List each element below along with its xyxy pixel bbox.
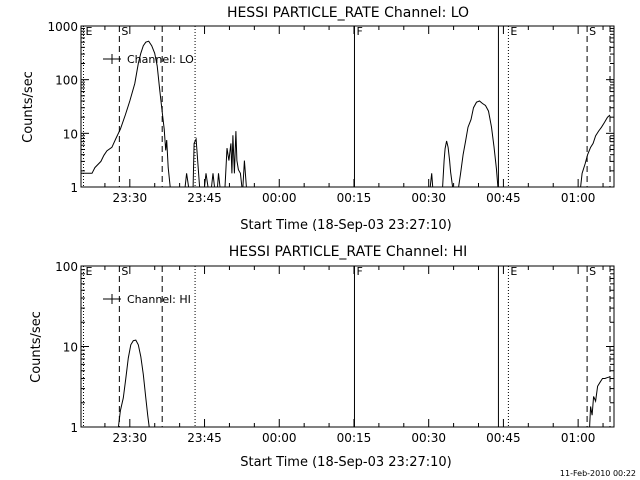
event-marker-label: S: [589, 265, 596, 278]
x-tick-label: 23:30: [113, 431, 148, 445]
hi-channel-panel: HESSI PARTICLE_RATE Channel: HI Start Ti…: [29, 244, 615, 470]
series-line: [458, 100, 499, 188]
y-tick-label: 100: [55, 260, 78, 274]
y-axis-label: Counts/sec: [21, 71, 36, 143]
y-tick-label: 100: [55, 74, 78, 88]
event-marker-label: S: [589, 25, 596, 38]
y-axis-label: Counts/sec: [29, 311, 44, 383]
x-tick-label: 23:45: [187, 431, 222, 445]
event-marker-label: S: [121, 25, 128, 38]
event-marker-label: E: [510, 265, 517, 278]
plot-frame: [80, 25, 615, 188]
y-tick-label: 1000: [47, 20, 78, 34]
series-line: [580, 114, 611, 188]
series-line: [242, 160, 247, 188]
legend: Channel: LO: [103, 53, 194, 66]
x-tick-label: 00:45: [486, 191, 521, 205]
y-tick-label: 1: [70, 421, 78, 435]
series-line: [184, 173, 190, 188]
x-tick-label: 01:00: [561, 431, 596, 445]
chart-title: HESSI PARTICLE_RATE Channel: LO: [227, 5, 469, 21]
series-line: [429, 173, 434, 188]
series-line: [442, 140, 454, 188]
event-marker-label: F: [356, 25, 362, 38]
x-tick-label: 23:30: [113, 191, 148, 205]
x-tick-label: 00:15: [337, 191, 372, 205]
lo-channel-panel: HESSI PARTICLE_RATE Channel: LO Start Ti…: [21, 5, 615, 233]
series-line: [192, 137, 201, 188]
x-tick-label: 00:30: [411, 431, 446, 445]
event-marker-label: S: [121, 265, 128, 278]
plot-frame: [80, 265, 615, 428]
series-line: [224, 131, 243, 188]
x-tick-label: 01:00: [561, 191, 596, 205]
event-marker-label: F: [356, 265, 362, 278]
event-marker-label: E: [85, 25, 92, 38]
series-line: [589, 376, 611, 428]
series-line: [117, 339, 150, 428]
legend-entry-label: Channel: HI: [127, 293, 191, 306]
series-line: [217, 173, 221, 188]
y-tick-label: 10: [63, 127, 78, 141]
x-axis-label: Start Time (18-Sep-03 23:27:10): [240, 455, 451, 470]
y-tick-label: 10: [63, 341, 78, 355]
series-line: [204, 173, 209, 188]
x-axis-label: Start Time (18-Sep-03 23:27:10): [240, 218, 451, 233]
event-marker-label: E: [510, 25, 517, 38]
y-tick-label: 1: [70, 181, 78, 195]
series-line: [81, 40, 171, 188]
x-tick-label: 00:00: [262, 191, 297, 205]
date-stamp: 11-Feb-2010 00:22: [560, 469, 636, 478]
x-tick-label: 00:15: [337, 431, 372, 445]
x-tick-label: 00:45: [486, 431, 521, 445]
event-marker-label: E: [85, 265, 92, 278]
x-tick-label: 00:00: [262, 431, 297, 445]
series-line: [211, 173, 215, 188]
legend-entry-label: Channel: LO: [127, 53, 194, 66]
x-tick-label: 23:45: [187, 191, 222, 205]
legend: Channel: HI: [103, 293, 191, 306]
x-tick-label: 00:30: [411, 191, 446, 205]
chart-title: HESSI PARTICLE_RATE Channel: HI: [229, 244, 467, 260]
